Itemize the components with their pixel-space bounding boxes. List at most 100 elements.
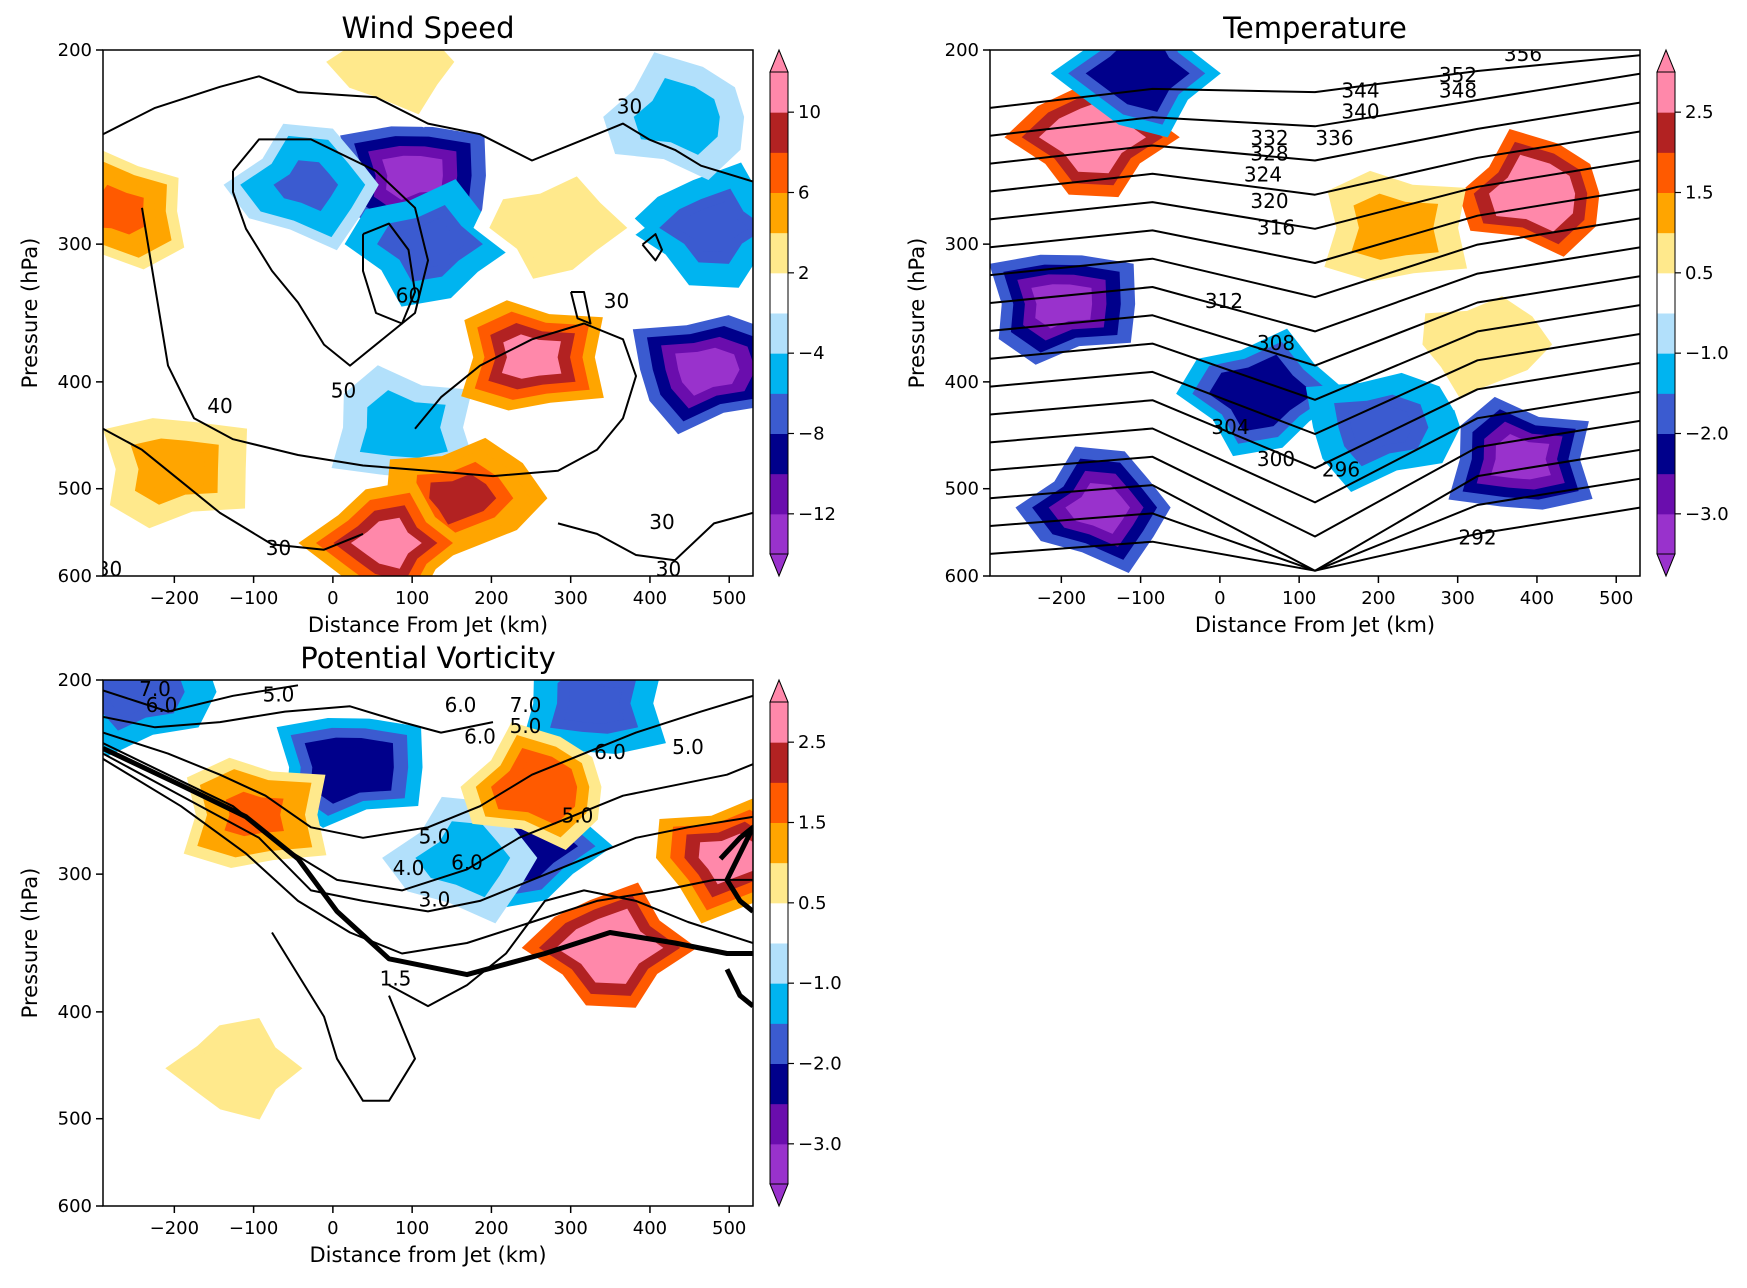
colorbar-bin [770,192,788,234]
shade-cell [373,402,435,448]
x-tick-label: 500 [1599,588,1633,609]
contour-label: 30 [649,510,674,534]
contour-label: 292 [1458,526,1496,550]
shade-cell [1490,434,1551,480]
contour-label: 308 [1257,331,1295,355]
x-tick-label: 0 [1214,588,1225,609]
colorbar-bin [770,393,788,434]
colorbar-bin [770,782,788,823]
shade-cell [105,680,169,718]
colorbar-bin [770,232,788,274]
x-tick-label: 0 [327,588,338,609]
contour-line [990,362,1640,470]
colorbar-bin [1657,152,1675,193]
plot-frame [102,49,754,577]
contour-label: 60 [396,284,421,308]
x-tick-label: 300 [554,588,588,609]
contour-line [990,130,1640,196]
colorbar-bin [770,72,788,113]
contour-label: 340 [1341,100,1379,124]
contour-line [103,705,494,734]
colorbar-bin [770,353,788,394]
x-tick-label: 100 [1282,588,1316,609]
contour-label: 5.0 [562,803,594,827]
colorbar-bin [1657,433,1675,475]
shade-cell [1056,110,1130,162]
contour-lines: 30 30 30 40 50 60 30 30 30 [103,75,753,576]
contour-line [718,824,753,914]
contour-label: 6.0 [146,693,178,717]
contour-label: 30 [617,94,642,118]
contour-label: 30 [604,289,629,313]
contour-line [990,390,1640,504]
x-tick-label: 500 [712,588,746,609]
shading [990,50,1600,573]
x-tick-label: 400 [1520,588,1554,609]
contour-label: 328 [1250,142,1288,166]
shade-cell [224,791,284,837]
colorbar-bin [770,1063,788,1105]
colorbar-extend-top [769,678,789,703]
contour-line [990,159,1640,230]
x-tick-label: −200 [1037,588,1086,609]
shade-cell [564,680,625,724]
x-tick-label: −200 [150,1218,199,1239]
shade-cell [676,201,750,252]
colorbar: −12 −8 −4 2 6 10 [769,48,836,578]
y-axis-label: Pressure (hPa) [18,868,42,1019]
shade-cell [520,202,593,254]
colorbar-bin [770,943,788,984]
colorbar-extend-top [1656,48,1676,73]
shade-cell [698,833,753,885]
colorbar-bin [770,862,788,904]
colorbar-tick-label: −2.0 [798,1054,842,1075]
colorbar-frame [769,701,789,1185]
contour-line [103,742,753,892]
contour-label: 300 [1257,447,1295,471]
contour-line [990,419,1640,538]
colorbar-bin [1657,473,1675,515]
contour-line [570,291,592,325]
colorbar-tick-label: −12 [798,504,836,525]
contour-line [990,54,1640,109]
colorbar-bin [770,313,788,354]
colorbar: −3.0 −2.0 −1.0 0.5 1.5 2.5 [1656,48,1729,578]
contour-label: 1.5 [380,966,412,990]
y-tick-label: 600 [58,1196,92,1217]
shade-cell [1348,405,1413,454]
y-tick-label: 400 [58,372,92,393]
contour-label: 4.0 [393,856,425,880]
x-tick-label: 400 [633,588,667,609]
x-axis-label: Distance From Jet (km) [1195,613,1435,637]
x-axis-label: Distance From Jet (km) [308,613,548,637]
y-axis-label: Pressure (hPa) [18,238,42,389]
contour-line [990,72,1640,137]
contour-label: 5.0 [263,682,295,706]
colorbar-extend-bottom [1656,553,1676,578]
y-tick-label: 300 [945,234,979,255]
x-tick-label: 200 [474,588,508,609]
colorbar-tick-label: 10 [798,102,821,123]
contour-label: 6.0 [451,851,483,875]
contour-label: 5.0 [672,735,704,759]
chart-title: Temperature [1222,11,1407,45]
x-tick-label: 300 [554,1218,588,1239]
contour-line [990,333,1640,435]
contour-label: 40 [207,394,232,418]
shade-cell [103,184,147,235]
colorbar-tick-label: −8 [798,424,825,445]
contour-label: 30 [266,536,291,560]
contour-line [388,889,753,1008]
plot-frame [989,49,1641,577]
contour-lines: 7.06.0 5.0 6.05.06.07.06.05.05.05.06.04.03… [103,680,753,1102]
contour-line [141,207,637,478]
contour-line [103,758,753,955]
x-axis-label: Distance from Jet (km) [309,1243,546,1267]
contour-label: 324 [1244,163,1282,187]
shade-cell [432,833,497,885]
colorbar-bin [1657,112,1675,153]
colorbar-bin [770,513,788,555]
shade-cell [360,50,427,89]
